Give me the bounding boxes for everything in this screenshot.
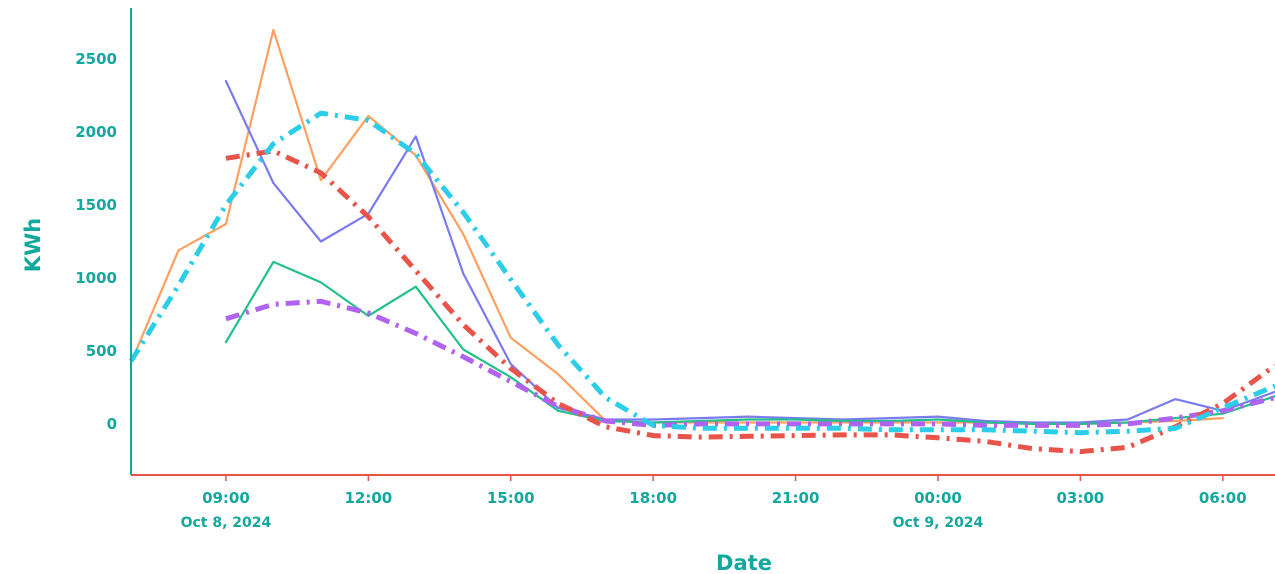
x-tick-label: 09:00 — [202, 489, 250, 507]
series-line-5 — [226, 151, 1275, 452]
x-tick-label: 12:00 — [344, 489, 392, 507]
x-tick-label: 15:00 — [487, 489, 535, 507]
x-tick-label: 00:00 — [914, 489, 962, 507]
series-line-4 — [226, 301, 1275, 425]
plot-series-group — [131, 30, 1275, 452]
x-axis-title: Date — [716, 551, 772, 574]
y-tick-label: 0 — [107, 415, 117, 433]
y-tick-labels: 0 500 1000 1500 2000 2500 — [75, 50, 117, 433]
y-axis-title: KWh — [21, 218, 45, 272]
x-tick-label: 21:00 — [772, 489, 820, 507]
x-tick-date-label: Oct 8, 2024 — [181, 515, 272, 531]
series-line-1 — [131, 30, 1223, 424]
y-tick-label: 2500 — [75, 50, 117, 68]
series-line-3 — [226, 262, 1275, 424]
y-tick-label: 1500 — [75, 196, 117, 214]
x-tick-label: 18:00 — [629, 489, 677, 507]
y-tick-label: 2000 — [75, 123, 117, 141]
series-line-6 — [131, 113, 1275, 433]
x-tick-labels: 09:00 Oct 8, 2024 12:00 15:00 18:00 21:00 00:0… — [181, 475, 1247, 531]
x-tick-date-label: Oct 9, 2024 — [893, 515, 984, 531]
x-tick-label: 06:00 — [1199, 489, 1247, 507]
x-tick-label: 03:00 — [1057, 489, 1105, 507]
y-tick-label: 500 — [86, 342, 117, 360]
y-tick-label: 1000 — [75, 269, 117, 287]
